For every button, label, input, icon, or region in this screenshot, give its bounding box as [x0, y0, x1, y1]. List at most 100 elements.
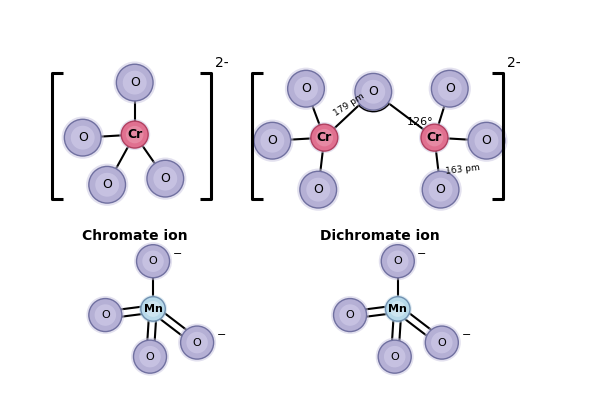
Text: 2-: 2- [507, 56, 520, 70]
Circle shape [145, 301, 161, 317]
Text: 126°: 126° [407, 117, 433, 127]
Circle shape [428, 178, 452, 202]
Circle shape [140, 346, 161, 367]
Circle shape [376, 338, 414, 376]
Circle shape [89, 299, 122, 332]
Circle shape [423, 324, 461, 362]
Circle shape [438, 77, 461, 101]
Text: O: O [482, 134, 491, 147]
Circle shape [384, 295, 412, 323]
Text: O: O [101, 310, 110, 320]
Circle shape [86, 163, 129, 206]
Circle shape [431, 70, 468, 107]
Circle shape [465, 119, 507, 162]
Circle shape [261, 129, 285, 153]
Circle shape [300, 171, 337, 208]
Circle shape [62, 116, 104, 159]
Text: −: − [173, 249, 182, 259]
Text: Cr: Cr [317, 131, 332, 144]
Circle shape [71, 126, 95, 150]
Text: O: O [102, 178, 112, 191]
Circle shape [316, 129, 333, 146]
Text: O: O [301, 82, 311, 95]
Circle shape [419, 122, 450, 153]
Circle shape [95, 173, 119, 197]
Text: Chromate ion: Chromate ion [82, 228, 187, 243]
Text: −: − [217, 330, 226, 340]
Circle shape [252, 119, 294, 162]
Circle shape [133, 340, 166, 373]
Text: O: O [146, 352, 154, 362]
Circle shape [136, 245, 170, 278]
Text: O: O [313, 183, 323, 196]
Circle shape [426, 129, 443, 146]
Circle shape [361, 80, 385, 104]
Circle shape [154, 167, 177, 191]
Text: −: − [417, 249, 427, 259]
Circle shape [428, 67, 471, 110]
Circle shape [126, 126, 143, 144]
Text: O: O [160, 172, 170, 185]
Text: O: O [394, 256, 402, 266]
Circle shape [141, 297, 165, 321]
Text: O: O [130, 76, 140, 89]
Circle shape [144, 158, 187, 200]
Circle shape [355, 73, 392, 110]
Circle shape [378, 340, 411, 373]
Circle shape [139, 295, 167, 323]
Circle shape [381, 245, 414, 278]
Circle shape [390, 301, 406, 317]
Circle shape [422, 171, 459, 208]
Circle shape [116, 64, 153, 101]
Text: 179 pm: 179 pm [332, 92, 367, 118]
Circle shape [468, 122, 505, 159]
Text: O: O [193, 338, 201, 348]
Circle shape [334, 299, 367, 332]
Circle shape [421, 124, 448, 151]
Text: −: − [461, 330, 471, 340]
Text: O: O [149, 256, 157, 266]
Circle shape [143, 250, 164, 272]
Circle shape [254, 122, 291, 159]
Circle shape [311, 124, 338, 151]
Circle shape [119, 119, 150, 150]
Circle shape [297, 168, 339, 211]
Text: O: O [368, 85, 378, 98]
Circle shape [425, 326, 458, 359]
Circle shape [339, 305, 361, 326]
Circle shape [384, 346, 405, 367]
Circle shape [114, 62, 156, 104]
Text: O: O [267, 134, 277, 147]
Circle shape [431, 332, 452, 353]
Circle shape [474, 129, 498, 153]
Circle shape [134, 242, 172, 280]
Circle shape [309, 122, 340, 153]
Circle shape [294, 77, 318, 101]
Circle shape [147, 160, 184, 197]
Circle shape [121, 121, 148, 148]
Text: O: O [78, 131, 88, 144]
Text: O: O [346, 310, 354, 320]
Text: Cr: Cr [127, 128, 143, 141]
Text: Mn: Mn [144, 304, 163, 314]
Text: O: O [436, 183, 446, 196]
Text: O: O [445, 82, 455, 95]
Text: Cr: Cr [427, 131, 442, 144]
Text: Dichromate ion: Dichromate ion [319, 228, 439, 243]
Circle shape [419, 168, 461, 211]
Circle shape [123, 71, 147, 94]
Text: Mn: Mn [389, 304, 407, 314]
Text: 2-: 2- [215, 56, 228, 70]
Circle shape [288, 70, 324, 107]
Circle shape [285, 67, 327, 110]
Circle shape [178, 324, 216, 362]
Circle shape [95, 305, 116, 326]
Circle shape [131, 338, 169, 376]
Circle shape [187, 332, 208, 353]
Circle shape [181, 326, 214, 359]
Circle shape [379, 242, 417, 280]
Text: 163 pm: 163 pm [445, 163, 480, 176]
Circle shape [306, 178, 330, 202]
Circle shape [352, 71, 394, 113]
Circle shape [86, 296, 124, 334]
